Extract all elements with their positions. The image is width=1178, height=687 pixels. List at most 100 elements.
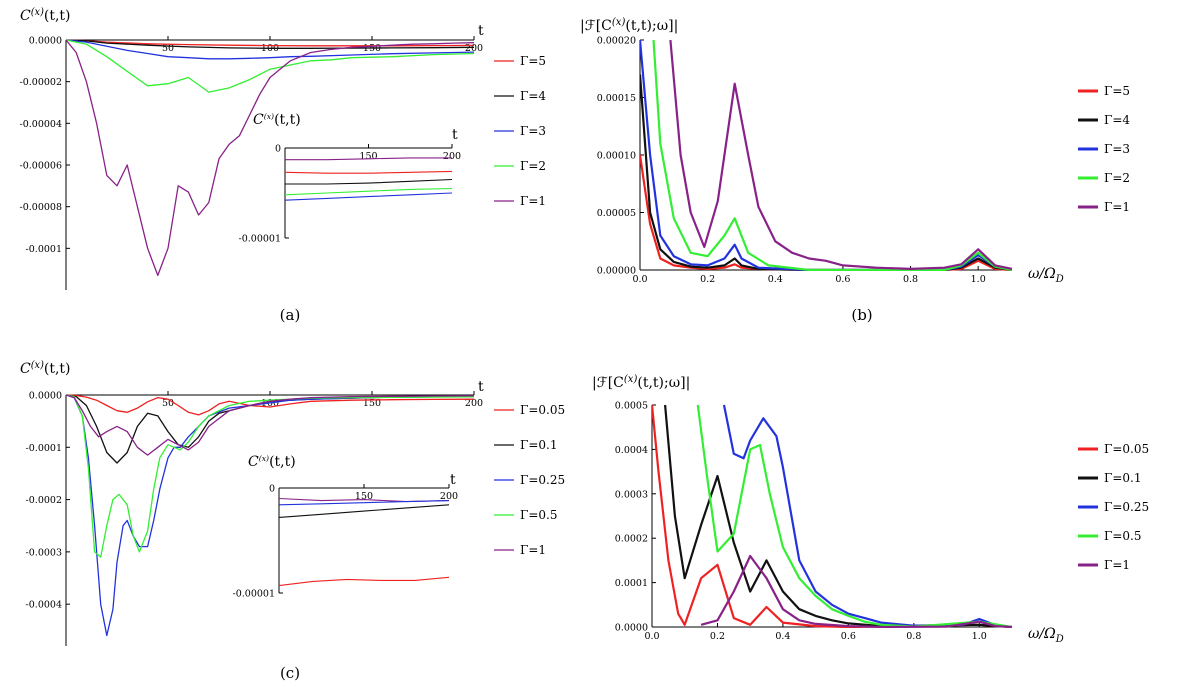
chart-a: 0.0000 -0.00002 -0.00004 -0.00006 -0.00008 -0… [20, 7, 547, 290]
ylabel-a-inset-part-2: (t,t) [274, 112, 301, 128]
legend-label-c-1: Γ=0.1 [520, 438, 557, 452]
y-tick-label-c-0: 0.0000 [29, 391, 62, 402]
ylabel-b-part-1: (x) [612, 17, 626, 28]
y-tick-label-b-1: 0.00005 [597, 208, 636, 219]
xlabel-d: ω/ΩD [1028, 626, 1064, 645]
x-tick-label-b-1: 0.2 [700, 274, 715, 285]
ylabel-a-part-0: C [20, 8, 31, 24]
y-tick-label-a-0: 0.0000 [29, 36, 62, 47]
ylabel-d: |ℱ[C(x)(t,t);ω]| [592, 374, 690, 391]
legend-label-a-0: Γ=5 [520, 54, 546, 68]
caption-b: (b) [851, 306, 872, 324]
legend-label-b-4: Γ=1 [1104, 200, 1130, 214]
series-line-b-1 [640, 75, 1012, 271]
ylabel-b-part-0: |ℱ[C [580, 18, 612, 34]
caption-c: (c) [280, 664, 300, 682]
x-tick-label-d-4: 0.8 [906, 631, 921, 642]
y-tick-label-d-3: 0.0003 [615, 489, 648, 500]
legend-label-c-2: Γ=0.25 [520, 473, 565, 487]
xlabel-b-part-1: D [1055, 274, 1064, 285]
y-tick-label-a-4: -0.00008 [20, 202, 63, 213]
ylabel-a-inset-part-0: C [253, 112, 264, 128]
ylabel-a: C(x)(t,t) [20, 7, 71, 24]
y-tick-label-c-1: -0.0001 [26, 443, 62, 454]
legend-label-d-4: Γ=1 [1104, 558, 1130, 572]
xlabel-a: t [478, 23, 484, 39]
xlabel-c: t [478, 379, 484, 395]
y-tick-label-d-5: 0.0005 [615, 401, 648, 412]
y-tick-label-d-0: 0.0000 [615, 623, 648, 634]
ylabel-a-part-2: (t,t) [44, 8, 71, 24]
y-tick-label-c-4: -0.0004 [26, 600, 62, 611]
series-group-b [640, 40, 1012, 270]
x-tick-label-d-0: 0.0 [644, 631, 659, 642]
y-tick-label-c-2: -0.0002 [26, 495, 62, 506]
xlabel-a-inset: t [452, 127, 458, 143]
legend-label-a-1: Γ=4 [520, 89, 546, 103]
ylabel-c-inset-part-0: C [248, 454, 259, 470]
series-line-d-1 [665, 405, 1012, 627]
legend-c: Γ=0.05Γ=0.1Γ=0.25Γ=0.5Γ=1 [494, 403, 565, 557]
ylabel-c-inset-part-1: (x) [259, 454, 269, 463]
legend-label-d-1: Γ=0.1 [1104, 471, 1141, 485]
ylabel-c-inset: C(x)(t,t) [248, 454, 296, 470]
xlabel-b-part-0: ω/Ω [1028, 266, 1056, 282]
ylabel-b: |ℱ[C(x)(t,t);ω]| [580, 17, 678, 34]
series-line-b-4 [670, 40, 1012, 269]
legend-label-a-2: Γ=3 [520, 124, 546, 138]
xlabel-b: ω/ΩD [1028, 266, 1064, 285]
legend-label-b-0: Γ=5 [1104, 84, 1130, 98]
x-tick-label-b-4: 0.8 [903, 274, 918, 285]
ylabel-a-inset: C(x)(t,t) [253, 112, 301, 128]
legend-label-a-4: Γ=1 [520, 194, 546, 208]
x-tick-label-b-5: 1.0 [971, 274, 986, 285]
y-tick-label-c-inset-0: 0 [269, 484, 275, 495]
chart-b: 0.00000 0.00005 0.00010 0.00015 0.00020 0.0 0.… [580, 17, 1130, 285]
legend-label-a-3: Γ=2 [520, 159, 546, 173]
y-tick-label-a-inset-0: 0 [275, 144, 281, 155]
ylabel-a-part-1: (x) [31, 7, 44, 18]
x-tick-label-d-2: 0.4 [775, 631, 790, 642]
x-tick-label-b-0: 0.0 [632, 274, 647, 285]
legend-label-b-3: Γ=2 [1104, 171, 1130, 185]
ylabel-c-part-0: C [20, 361, 31, 377]
legend-label-d-0: Γ=0.05 [1104, 442, 1149, 456]
ylabel-c-inset-part-2: (t,t) [269, 454, 296, 470]
legend-label-b-1: Γ=4 [1104, 113, 1130, 127]
xlabel-d-part-1: D [1055, 634, 1064, 645]
series-line-d-3 [698, 405, 1012, 627]
x-tick-label-b-3: 0.6 [835, 274, 850, 285]
y-tick-label-a-1: -0.00002 [20, 77, 63, 88]
legend-label-d-2: Γ=0.25 [1104, 500, 1149, 514]
x-tick-label-d-3: 0.6 [841, 631, 856, 642]
ylabel-c: C(x)(t,t) [20, 360, 71, 377]
y-tick-label-a-2: -0.00004 [20, 119, 63, 130]
legend-label-c-4: Γ=1 [520, 543, 546, 557]
x-tick-label-d-1: 0.2 [710, 631, 725, 642]
chart-c-inset: 0 -0.00001 150 200 C(x)(t,t) t [233, 454, 459, 600]
x-tick-label-a-inset-0: 150 [359, 151, 377, 162]
y-tick-label-b-4: 0.00020 [597, 36, 636, 47]
y-tick-label-d-1: 0.0001 [615, 578, 648, 589]
ylabel-b-part-2: (t,t);ω]| [625, 18, 678, 34]
legend-d: Γ=0.05 Γ=0.1 Γ=0.25 Γ=0.5 Γ=1 [1078, 442, 1149, 572]
y-tick-label-a-5: -0.0001 [26, 244, 62, 255]
legend-a: Γ=5 Γ=4 Γ=3 Γ=2 Γ=1 [494, 54, 546, 208]
legend-b: Γ=5 Γ=4 Γ=3 Γ=2 Γ=1 [1078, 84, 1130, 214]
y-tick-label-c-3: -0.0003 [26, 547, 62, 558]
x-tick-label-d-5: 1.0 [972, 631, 987, 642]
ylabel-a-inset-part-1: (x) [264, 112, 274, 121]
ylabel-d-part-0: |ℱ[C [592, 375, 624, 391]
legend-label-c-0: Γ=0.05 [520, 403, 565, 417]
y-tick-label-a-inset-1: -0.00001 [239, 234, 282, 245]
xlabel-c-inset: t [450, 472, 456, 488]
y-tick-label-a-3: -0.00006 [20, 161, 63, 172]
y-tick-label-b-3: 0.00015 [597, 93, 636, 104]
ylabel-d-part-1: (x) [624, 374, 638, 385]
y-tick-label-b-2: 0.00010 [597, 151, 636, 162]
series-group-d [652, 405, 1012, 627]
legend-label-b-2: Γ=3 [1104, 142, 1130, 156]
ylabel-c-part-1: (x) [31, 360, 44, 371]
chart-d: 0.00000.00010.00020.00030.00040.00050.0 0… [592, 374, 1149, 645]
